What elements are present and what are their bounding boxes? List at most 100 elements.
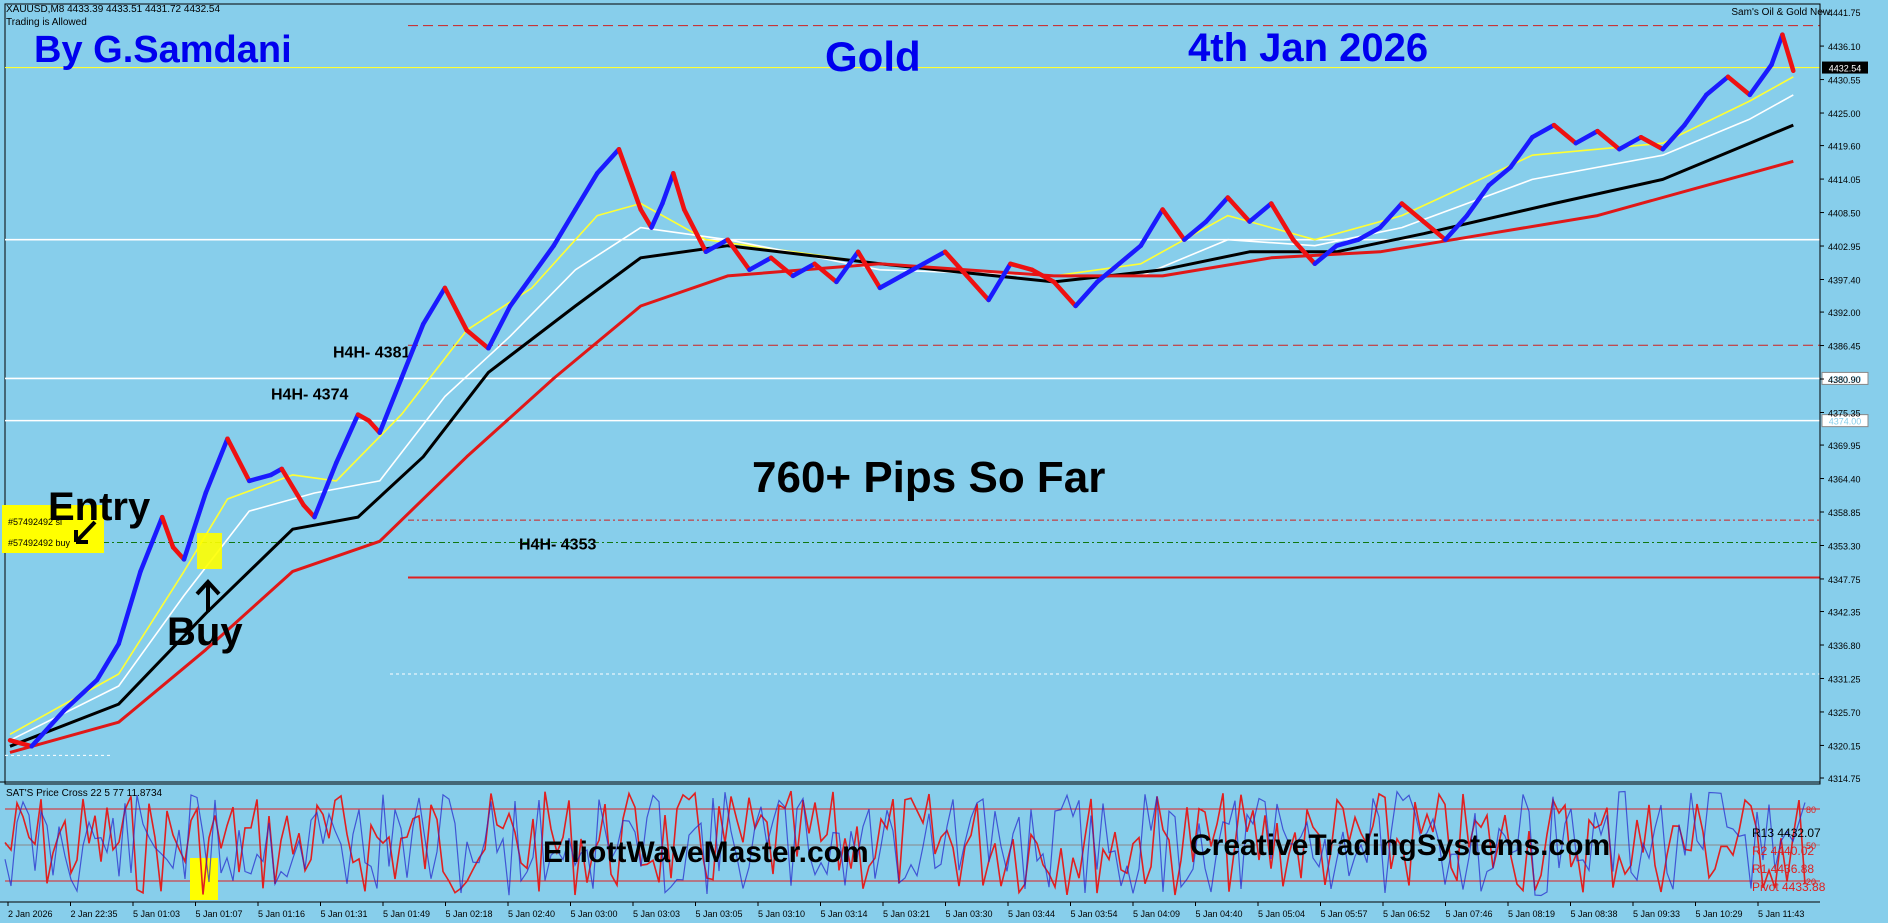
price-segment <box>377 376 404 435</box>
price-segment <box>942 249 970 279</box>
time-tick-label: 5 Jan 04:40 <box>1196 909 1243 919</box>
price-segment <box>1595 128 1622 152</box>
price-tick-label: 4386.45 <box>1828 342 1861 352</box>
oscillator-signal-line <box>4 790 1806 897</box>
time-tick-label: 5 Jan 03:05 <box>696 909 743 919</box>
price-segment <box>1399 201 1426 224</box>
time-tick-label: 5 Jan 11:43 <box>1758 909 1804 919</box>
price-segment <box>1464 183 1492 218</box>
time-tick-label: 5 Jan 02:18 <box>446 909 493 919</box>
oscillator-level-label: 20 <box>1806 877 1816 887</box>
level-tag: 4381.00 <box>1829 374 1862 384</box>
price-segment <box>616 146 633 182</box>
price-segment <box>1377 201 1405 230</box>
price-segment <box>1682 92 1709 128</box>
pivot-readout: Pivot 4433.88 <box>1752 880 1826 894</box>
price-tick-label: 4314.75 <box>1828 774 1861 784</box>
price-segment <box>116 569 143 647</box>
pivot-readout: R2 4440.02 <box>1752 844 1814 858</box>
price-tick-label: 4364.40 <box>1828 475 1861 485</box>
time-tick-label: 5 Jan 03:03 <box>633 909 680 919</box>
price-segment <box>1747 62 1774 98</box>
price-segment <box>1780 32 1796 74</box>
buy-arrow-icon <box>195 579 221 612</box>
site-elliott: ElliottWaveMaster.com <box>543 836 869 869</box>
price-segment <box>660 171 676 206</box>
oscillator-label: SAT'S Price Cross 22 5 77 11.8734 <box>6 788 163 799</box>
price-segment <box>246 472 274 484</box>
price-tick-label: 4397.40 <box>1828 275 1861 285</box>
price-segment <box>1073 279 1100 309</box>
price-tick-label: 4436.10 <box>1828 42 1861 52</box>
price-segment <box>877 273 904 291</box>
indicator-name: Sam's Oil & Gold New <box>1731 7 1830 18</box>
price-segment <box>181 490 208 562</box>
time-tick-label: 5 Jan 02:40 <box>508 909 555 919</box>
price-segment <box>1486 165 1513 188</box>
price-segment <box>1704 74 1731 98</box>
time-tick-label: 5 Jan 01:16 <box>258 909 305 919</box>
price-tick-label: 4347.75 <box>1828 575 1861 585</box>
price-tick-label: 4425.00 <box>1828 109 1861 119</box>
time-tick-label: 5 Jan 07:46 <box>1446 909 1493 919</box>
price-segment <box>812 261 839 285</box>
price-segment <box>573 171 600 212</box>
time-tick-label: 2 Jan 2026 <box>8 909 53 919</box>
ma-white <box>9 94 1794 742</box>
time-tick-label: 5 Jan 06:52 <box>1383 909 1430 919</box>
author-title: By G.Samdani <box>34 29 292 71</box>
time-tick-label: 5 Jan 01:31 <box>321 909 368 919</box>
trading-status: Trading is Allowed <box>6 17 87 28</box>
price-segment <box>921 249 948 267</box>
time-tick-label: 5 Jan 03:54 <box>1071 909 1118 919</box>
price-segment <box>671 171 687 212</box>
time-tick-label: 5 Jan 03:14 <box>821 909 868 919</box>
pivot-readout: R13 4432.07 <box>1752 826 1821 840</box>
price-segment <box>62 677 100 713</box>
level-tag: 4374.00 <box>1829 417 1862 427</box>
price-segment <box>1182 219 1209 242</box>
price-tick-label: 4441.75 <box>1828 8 1861 18</box>
time-tick-label: 2 Jan 22:35 <box>71 909 118 919</box>
entry-label: Entry <box>48 485 151 529</box>
price-segment <box>1356 225 1383 242</box>
price-segment <box>442 285 469 333</box>
oscillator-line <box>4 790 1806 896</box>
time-tick-label: 5 Jan 03:30 <box>946 909 993 919</box>
price-segment <box>7 738 34 749</box>
time-tick-label: 5 Jan 08:19 <box>1508 909 1555 919</box>
price-segment <box>486 303 513 351</box>
price-segment <box>138 514 165 574</box>
price-tick-label: 4414.05 <box>1828 175 1861 185</box>
price-segment <box>1638 134 1666 152</box>
price-segment <box>1290 237 1318 267</box>
price-segment <box>1269 201 1296 242</box>
price-tick-label: 4380.90 <box>1828 375 1861 385</box>
price-segment <box>768 255 796 279</box>
price-tick-label: 4358.85 <box>1828 508 1861 518</box>
price-segment <box>1051 279 1078 309</box>
time-tick-label: 5 Jan 01:49 <box>383 909 430 919</box>
price-segment <box>627 177 643 212</box>
price-segment <box>464 327 491 351</box>
ma-yellow <box>9 76 1794 735</box>
price-segment <box>203 436 230 496</box>
price-segment <box>1660 122 1687 152</box>
result-text: 760+ Pips So Far <box>752 453 1105 502</box>
price-segment <box>899 261 926 279</box>
price-segment <box>1160 207 1187 242</box>
price-tick-label: 4392.00 <box>1828 308 1861 318</box>
price-segment <box>703 237 730 255</box>
price-segment <box>1116 243 1144 267</box>
time-tick-label: 5 Jan 01:03 <box>133 909 180 919</box>
time-tick-label: 5 Jan 04:09 <box>1133 909 1180 919</box>
instrument-title: Gold <box>825 33 921 80</box>
price-tick-label: 4430.55 <box>1828 76 1861 86</box>
time-tick-label: 5 Jan 03:21 <box>883 909 930 919</box>
price-segment <box>594 146 622 176</box>
symbol-info: XAUUSD,M8 4433.39 4433.51 4431.72 4432.5… <box>6 4 220 15</box>
time-tick-label: 5 Jan 03:00 <box>571 909 618 919</box>
time-tick-label: 5 Jan 01:07 <box>196 909 243 919</box>
